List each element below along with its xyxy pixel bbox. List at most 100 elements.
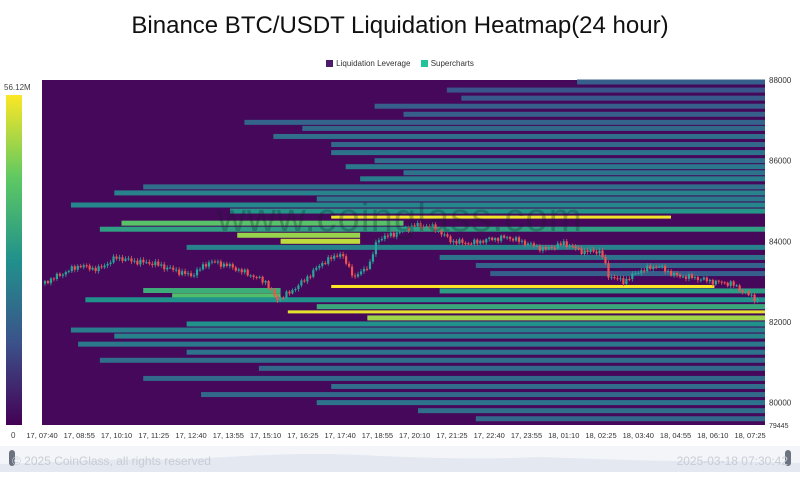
candle-body xyxy=(583,250,586,255)
liquidation-band xyxy=(186,244,766,250)
candle-body xyxy=(652,266,655,269)
candle-body xyxy=(157,261,160,266)
candle-body xyxy=(613,277,616,279)
candle-body xyxy=(327,257,330,264)
candle-body xyxy=(702,277,705,280)
candle-body xyxy=(640,270,643,274)
candle-body xyxy=(207,262,211,267)
candle-body xyxy=(249,275,252,277)
y-axis: 88000 86000 84000 82000 80000 79445 xyxy=(769,76,792,430)
x-tick-label: 17, 13:55 xyxy=(213,431,244,440)
candle-body xyxy=(181,271,184,275)
candle-body xyxy=(333,255,336,259)
x-tick-label: 17, 21:25 xyxy=(436,431,467,440)
candle-body xyxy=(738,285,741,291)
candle-body xyxy=(321,263,324,267)
candle-body xyxy=(678,274,682,277)
candle-body xyxy=(506,237,509,239)
candle-body xyxy=(377,240,381,243)
x-tick-label: 17, 15:10 xyxy=(250,431,281,440)
liquidation-band xyxy=(186,321,766,327)
range-navigator[interactable] xyxy=(0,446,800,472)
candle-body xyxy=(365,268,369,270)
candle-body xyxy=(76,265,79,270)
candle-body xyxy=(598,250,601,254)
liquidation-bands xyxy=(70,79,766,422)
liquidation-band xyxy=(316,400,765,406)
candle-body xyxy=(541,246,544,251)
candle-body xyxy=(655,266,658,268)
candle-body xyxy=(163,264,166,270)
y-tick-label: 82000 xyxy=(769,318,792,327)
candle-body xyxy=(732,281,735,286)
candle-body xyxy=(488,237,491,240)
liquidation-band xyxy=(331,150,765,156)
liquidation-band xyxy=(446,87,765,93)
candle-body xyxy=(67,271,70,273)
candle-body xyxy=(184,271,187,274)
liquidation-band xyxy=(490,271,765,277)
candle-body xyxy=(43,281,47,284)
candle-body xyxy=(637,273,640,275)
legend-item-liquidation-leverage[interactable]: Liquidation Leverage xyxy=(326,59,410,68)
candle-body xyxy=(753,294,756,302)
candle-body xyxy=(517,237,521,242)
liquidation-band xyxy=(374,103,765,109)
candle-body xyxy=(449,236,452,243)
candle-body xyxy=(303,280,306,282)
candle-body xyxy=(744,291,747,293)
liquidation-band xyxy=(237,232,361,238)
candle-body xyxy=(720,281,723,283)
x-tick-label: 17, 10:10 xyxy=(101,431,132,440)
candle-body xyxy=(723,282,726,284)
candle-body xyxy=(306,276,309,282)
x-tick-label: 18, 07:25 xyxy=(734,431,765,440)
candle-body xyxy=(195,269,199,276)
liquidation-band xyxy=(475,263,765,269)
candle-body xyxy=(103,265,106,268)
candle-body xyxy=(88,265,91,270)
candle-body xyxy=(127,258,130,260)
candle-body xyxy=(312,269,315,277)
candle-body xyxy=(213,261,217,263)
candle-body xyxy=(741,290,744,292)
candle-body xyxy=(476,239,479,244)
candle-body xyxy=(410,225,413,231)
candle-body xyxy=(425,226,428,228)
heatmap-chart[interactable]: 56.12M 0 880008600084000820008000079445 … xyxy=(0,0,800,446)
candle-body xyxy=(500,235,503,241)
liquidation-band xyxy=(331,215,672,219)
liquidation-band xyxy=(258,365,765,371)
legend-label-supercharts: Supercharts xyxy=(430,59,474,68)
candle-body xyxy=(201,264,205,270)
candle-body xyxy=(291,289,294,294)
candle-body xyxy=(118,257,121,259)
candle-body xyxy=(643,270,646,272)
candle-body xyxy=(252,275,255,278)
y-tick-label: 84000 xyxy=(769,237,792,246)
candle-body xyxy=(210,261,214,263)
candle-body xyxy=(374,242,378,255)
candle-body xyxy=(690,274,694,279)
candle-body xyxy=(79,265,82,268)
y-tick-label: 79445 xyxy=(769,423,789,430)
candle-body xyxy=(175,269,178,271)
liquidation-band xyxy=(331,142,765,148)
legend-item-supercharts[interactable]: Supercharts xyxy=(420,59,474,68)
candle-body xyxy=(562,241,565,245)
candle-body xyxy=(100,266,103,268)
candle-body xyxy=(559,243,562,245)
candle-body xyxy=(139,259,142,265)
candle-body xyxy=(610,277,613,279)
candle-body xyxy=(526,243,530,246)
range-handle-left[interactable] xyxy=(9,450,15,466)
candle-body xyxy=(553,247,556,249)
liquidation-band xyxy=(280,238,361,244)
range-handle-right[interactable] xyxy=(785,450,791,466)
candle-body xyxy=(398,231,401,233)
candle-body xyxy=(148,262,151,264)
candle-body xyxy=(494,238,497,241)
candle-body xyxy=(243,269,246,273)
candle-body xyxy=(592,249,595,252)
footer-bar xyxy=(0,446,800,472)
